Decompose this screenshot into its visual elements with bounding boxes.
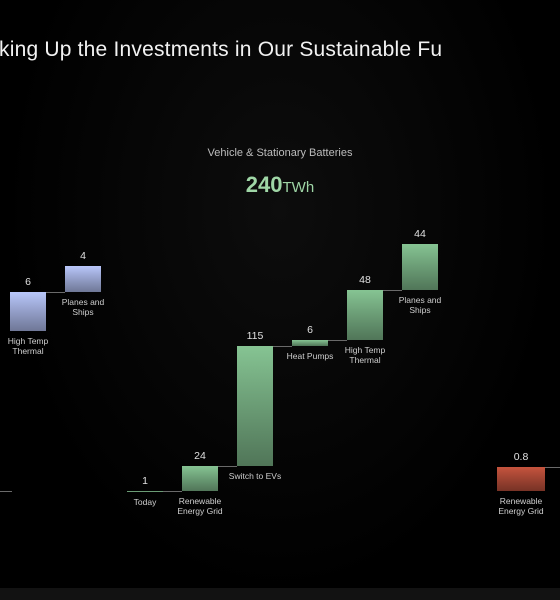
value-label: 44 xyxy=(414,228,426,241)
waterfall-bar xyxy=(292,340,328,347)
category-label: Today xyxy=(133,497,157,507)
connector xyxy=(328,340,347,342)
slide-title: king Up the Investments in Our Sustainab… xyxy=(0,38,443,61)
category-label: Switch to EVs xyxy=(228,471,282,481)
value-label: 6 xyxy=(25,276,31,288)
category-label: Planes and Ships xyxy=(398,295,442,316)
waterfall-bar xyxy=(402,244,438,291)
connector xyxy=(218,466,237,467)
total-value: 240 xyxy=(245,172,283,197)
chart-total: 240TWh xyxy=(0,172,560,198)
connector xyxy=(46,292,65,293)
value-label: 4 xyxy=(80,250,86,262)
value-label: 0.8 xyxy=(513,451,529,463)
waterfall-bar xyxy=(237,346,273,466)
value-label: 1 xyxy=(142,474,148,487)
total-unit: TWh xyxy=(282,179,315,196)
category-label: Planes and Ships xyxy=(61,297,105,317)
waterfall-bar xyxy=(10,292,46,331)
category-label: Renewable Energy Grid xyxy=(177,495,223,516)
footer-band xyxy=(0,588,560,600)
category-label: Heat Pumps xyxy=(286,351,334,362)
waterfall-bar xyxy=(65,266,101,292)
baseline xyxy=(0,491,12,492)
category-label: Renewable Energy Grid xyxy=(498,496,544,516)
waterfall-bar xyxy=(182,466,218,491)
waterfall-bar xyxy=(127,490,163,492)
chart-subtitle: Vehicle & Stationary Batteries xyxy=(207,147,353,159)
category-label: High Temp Thermal xyxy=(7,336,49,356)
value-label: 48 xyxy=(359,274,371,287)
waterfall-bar xyxy=(497,467,545,491)
value-label: 6 xyxy=(307,324,313,337)
value-label: 115 xyxy=(246,330,264,343)
connector xyxy=(383,290,402,292)
category-label: High Temp Thermal xyxy=(344,345,386,366)
connector xyxy=(545,467,560,468)
value-label: 24 xyxy=(194,450,206,462)
connector xyxy=(273,346,292,348)
connector xyxy=(163,490,182,492)
waterfall-bar xyxy=(347,290,383,341)
